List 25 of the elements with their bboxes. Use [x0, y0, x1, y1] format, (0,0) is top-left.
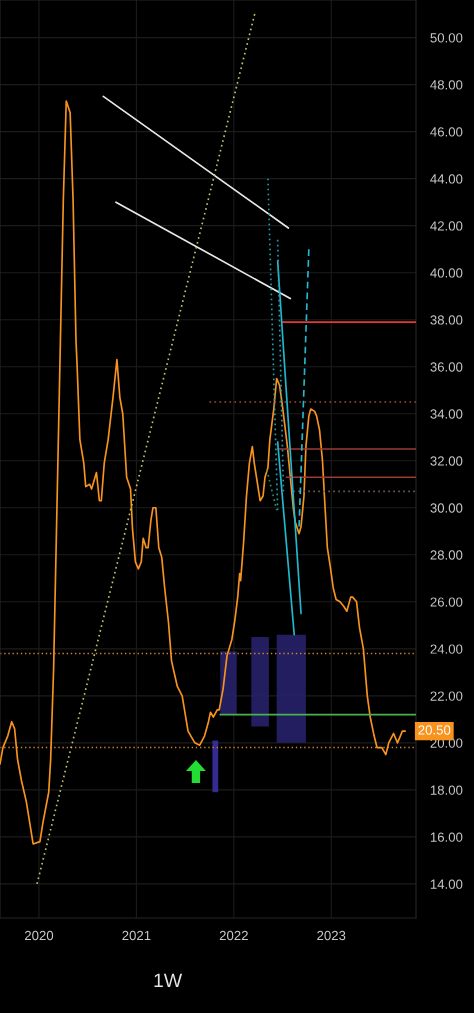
- y-tick-label: 22.00: [430, 691, 463, 701]
- y-tick-label: 16.00: [430, 832, 463, 842]
- y-tick-label: 44.00: [430, 174, 463, 184]
- y-tick-label: 40.00: [430, 268, 463, 278]
- y-tick-label: 26.00: [430, 597, 463, 607]
- y-tick-label: 28.00: [430, 550, 463, 560]
- text: 1W: [154, 973, 183, 988]
- y-tick-label: 18.00: [430, 785, 463, 795]
- y-tick-label: 36.00: [430, 362, 463, 372]
- y-tick-label: 46.00: [430, 127, 463, 137]
- y-tick-label: 38.00: [430, 315, 463, 325]
- y-tick-label: 14.00: [430, 879, 463, 889]
- y-tick-label: 24.00: [430, 644, 463, 654]
- x-tick-label: 2020: [24, 930, 54, 941]
- y-tick-label: 50.00: [430, 33, 463, 43]
- x-tick-label: 2023: [317, 930, 346, 941]
- y-tick-label: 32.00: [430, 456, 463, 466]
- x-tick-label: 2022: [219, 930, 248, 941]
- y-tick-label: 42.00: [430, 221, 463, 231]
- line-series: [0, 100, 407, 845]
- y-tick-label: 34.00: [430, 409, 463, 419]
- y-tick-label: 48.00: [430, 80, 463, 90]
- y-tick-label: 30.00: [430, 503, 463, 513]
- x-tick-label: 2021: [122, 930, 151, 941]
- annotation: 20.50: [418, 725, 451, 735]
